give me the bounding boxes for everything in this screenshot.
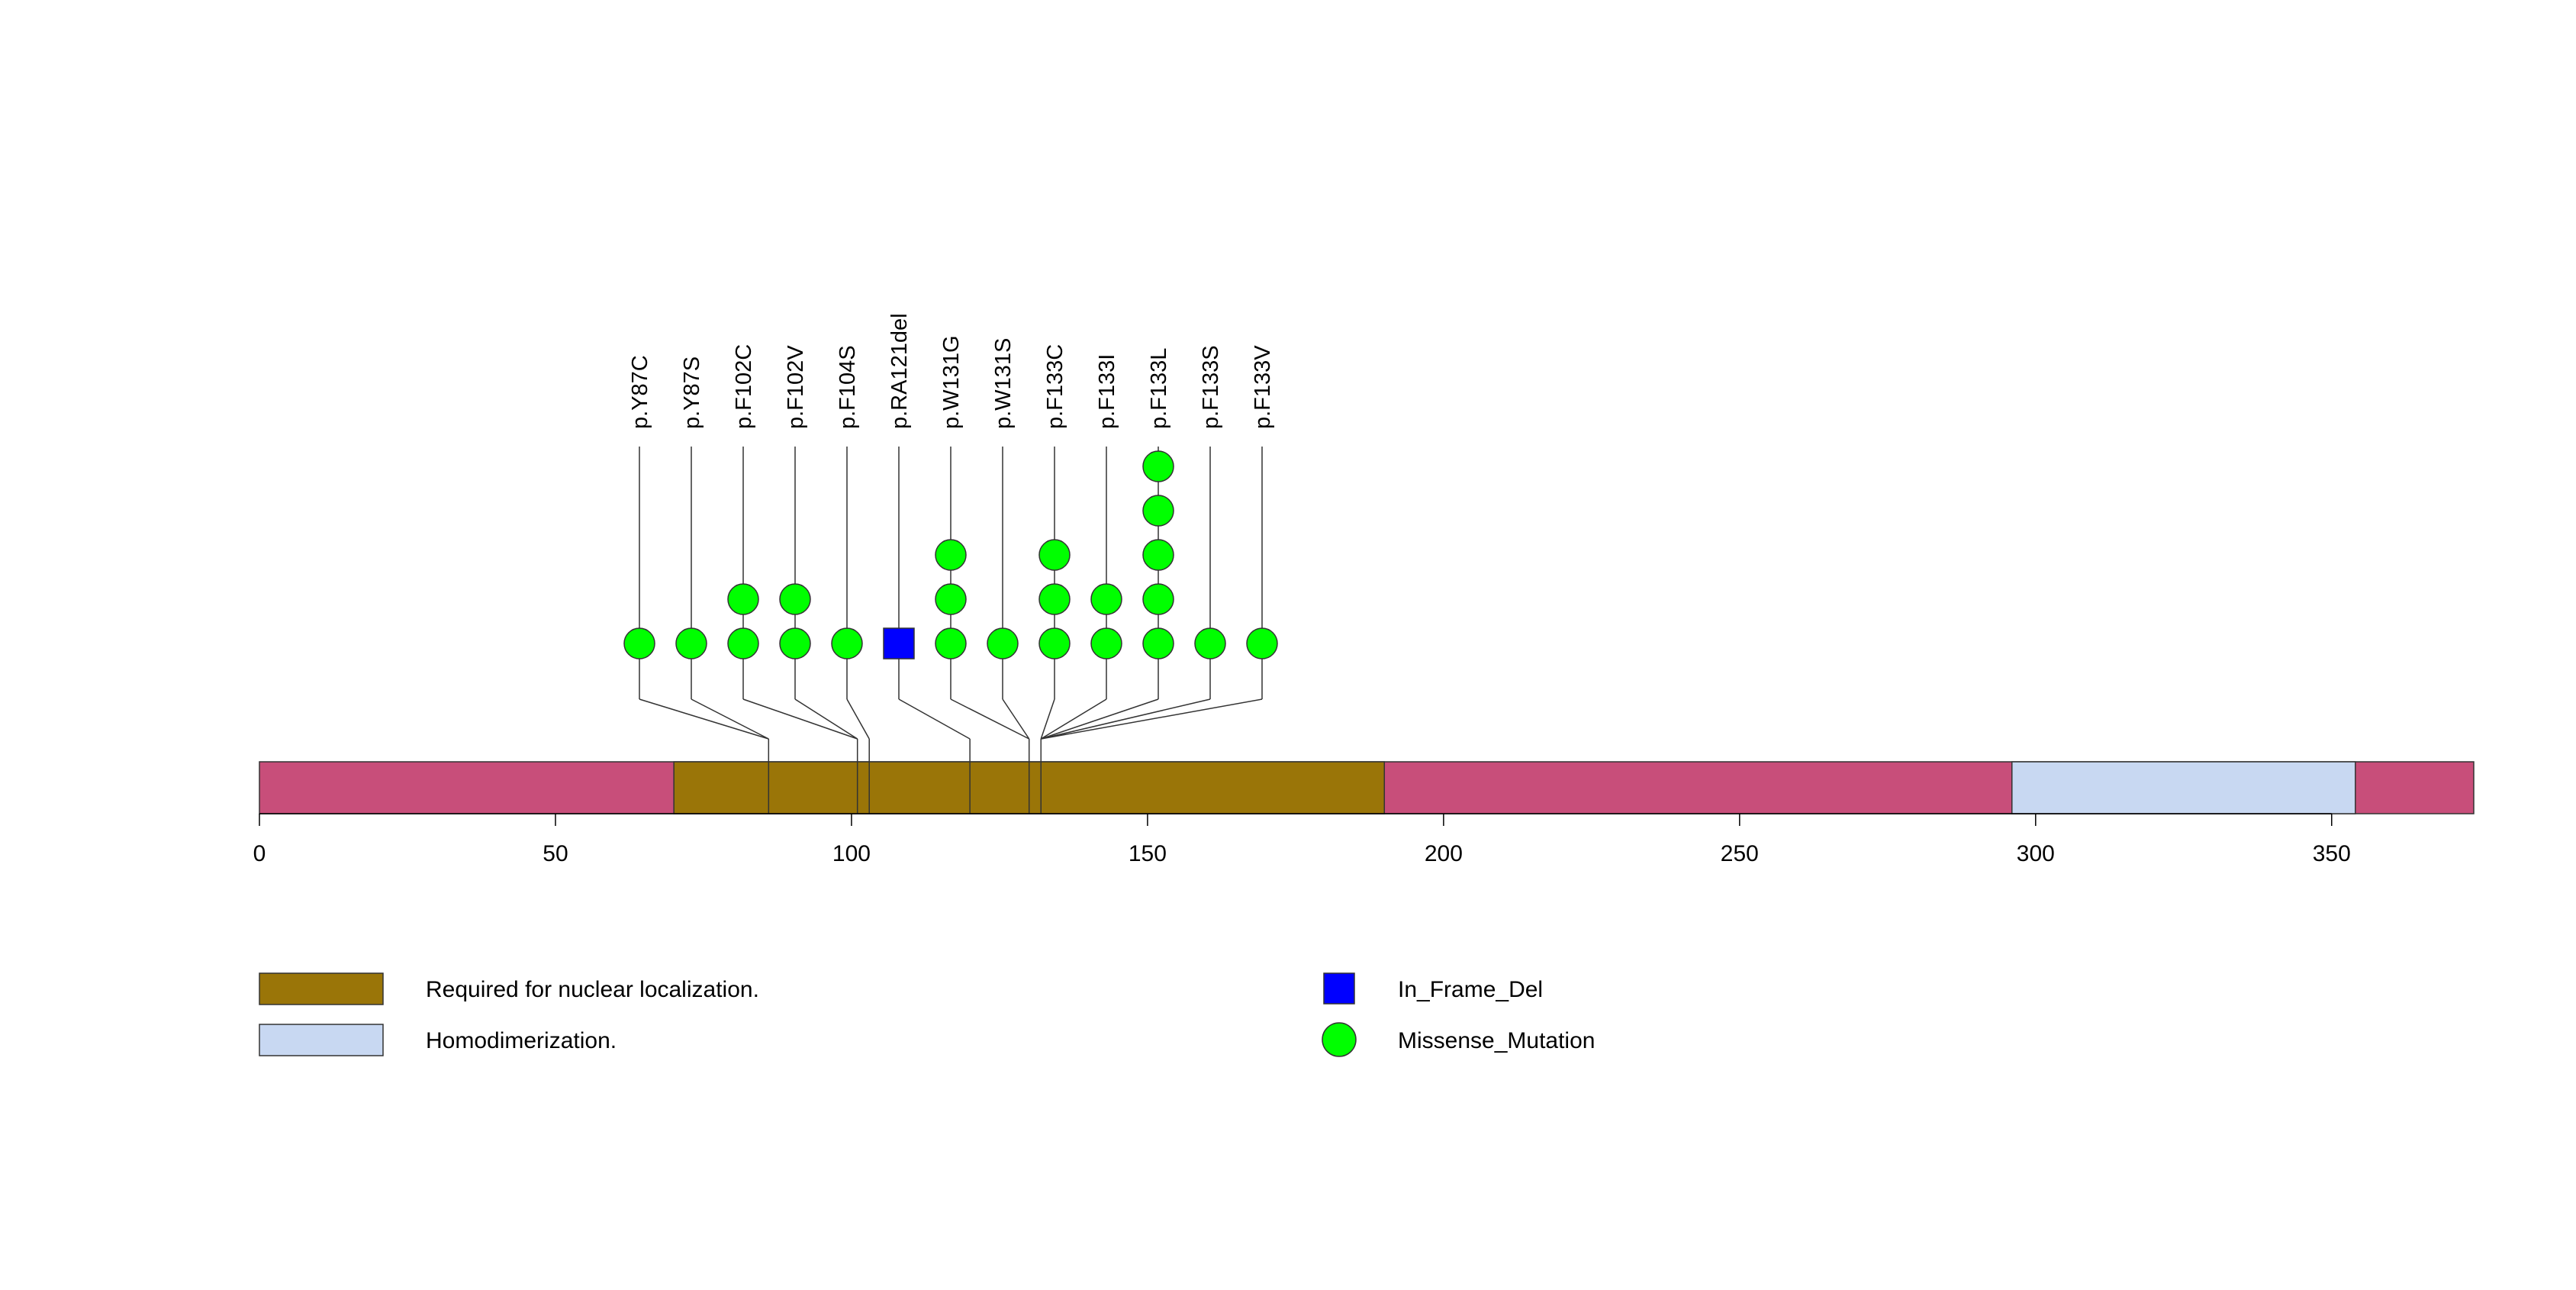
x-tick-label: 350 <box>2313 841 2351 866</box>
mutation-label: p.Y87C <box>628 355 652 429</box>
mutation-label: p.RA121del <box>887 313 912 429</box>
mutation-marker <box>935 539 967 571</box>
mutation-label: p.Y87S <box>680 356 704 429</box>
lollipop-stems <box>639 447 1263 699</box>
connector-line <box>639 698 769 740</box>
mutation-label: p.W131S <box>991 338 1016 429</box>
domain-1 <box>2011 761 2356 814</box>
mutation-label: p.F102V <box>784 345 808 429</box>
legend-type-label: Missense_Mutation <box>1398 1028 1595 1053</box>
mutation-label: p.F102C <box>732 344 756 429</box>
mutation-marker <box>727 583 759 615</box>
legend-domain-label: Required for nuclear localization. <box>426 977 759 1002</box>
connector-line <box>898 698 971 740</box>
mutation-marker <box>1142 583 1174 615</box>
mutation-label: p.W131G <box>939 336 964 430</box>
mutation-marker <box>1142 450 1174 482</box>
mutation-marker <box>935 583 967 615</box>
mutation-marker <box>779 583 811 615</box>
mutation-label: p.F133I <box>1095 354 1119 429</box>
mutation-marker <box>1090 583 1122 615</box>
x-tick-label: 250 <box>1721 841 1759 866</box>
mutation-marker <box>623 627 655 660</box>
mutation-marker <box>1090 627 1122 660</box>
connector-line <box>846 698 870 740</box>
connector-line <box>1040 698 1159 740</box>
mutation-marker <box>1142 539 1174 571</box>
mutation-label: p.F133V <box>1251 345 1275 429</box>
legend-type-marker <box>1322 1022 1357 1057</box>
connector-line <box>1040 698 1107 740</box>
mutation-marker <box>1246 627 1278 660</box>
legend-type-marker <box>1323 972 1355 1005</box>
legend-domain-swatch <box>259 972 384 1005</box>
legend-domain-swatch <box>259 1024 384 1056</box>
x-tick-label: 100 <box>832 841 871 866</box>
mutation-marker <box>935 627 967 660</box>
mutation-marker <box>1038 583 1071 615</box>
connector-line <box>794 698 858 740</box>
mutation-label: p.F133L <box>1147 348 1171 429</box>
connector-line <box>1040 698 1055 740</box>
connector-line <box>1041 698 1263 740</box>
mutation-label: p.F104S <box>836 345 860 429</box>
x-tick-label: 150 <box>1129 841 1167 866</box>
connector-line <box>1002 698 1030 740</box>
mutation-marker <box>1038 539 1071 571</box>
mutation-markers <box>623 450 1278 660</box>
x-tick-label: 50 <box>543 841 568 866</box>
x-axis: 0 50 100 150 200 250 300 350 <box>253 813 2351 866</box>
x-tick-label: 200 <box>1425 841 1463 866</box>
mutation-marker <box>1142 627 1174 660</box>
mutation-marker <box>779 627 811 660</box>
connector-line <box>1041 698 1211 740</box>
protein-track <box>259 739 2475 814</box>
mutation-marker <box>883 627 915 660</box>
connector-line <box>950 698 1030 740</box>
mutation-marker <box>675 627 707 660</box>
mutation-marker <box>1038 627 1071 660</box>
mutation-label: p.F133S <box>1199 345 1223 429</box>
connector-lines <box>639 698 1263 740</box>
connector-line <box>742 698 858 740</box>
mutation-marker <box>1194 627 1226 660</box>
mutation-marker <box>727 627 759 660</box>
legend: Required for nuclear localization. Homodi… <box>259 972 1595 1057</box>
x-tick-label: 0 <box>253 841 266 866</box>
mutation-marker <box>987 627 1019 660</box>
connector-line <box>691 698 769 740</box>
mutation-marker <box>831 627 863 660</box>
mutation-label: p.F133C <box>1043 344 1067 429</box>
mutation-marker <box>1142 495 1174 527</box>
legend-domain-label: Homodimerization. <box>426 1028 617 1053</box>
mutation-labels: p.Y87C p.Y87S p.F102C p.F102V p.F104S p.RA121… <box>628 313 1275 429</box>
legend-type-label: In_Frame_Del <box>1398 977 1543 1002</box>
x-tick-label: 300 <box>2017 841 2055 866</box>
